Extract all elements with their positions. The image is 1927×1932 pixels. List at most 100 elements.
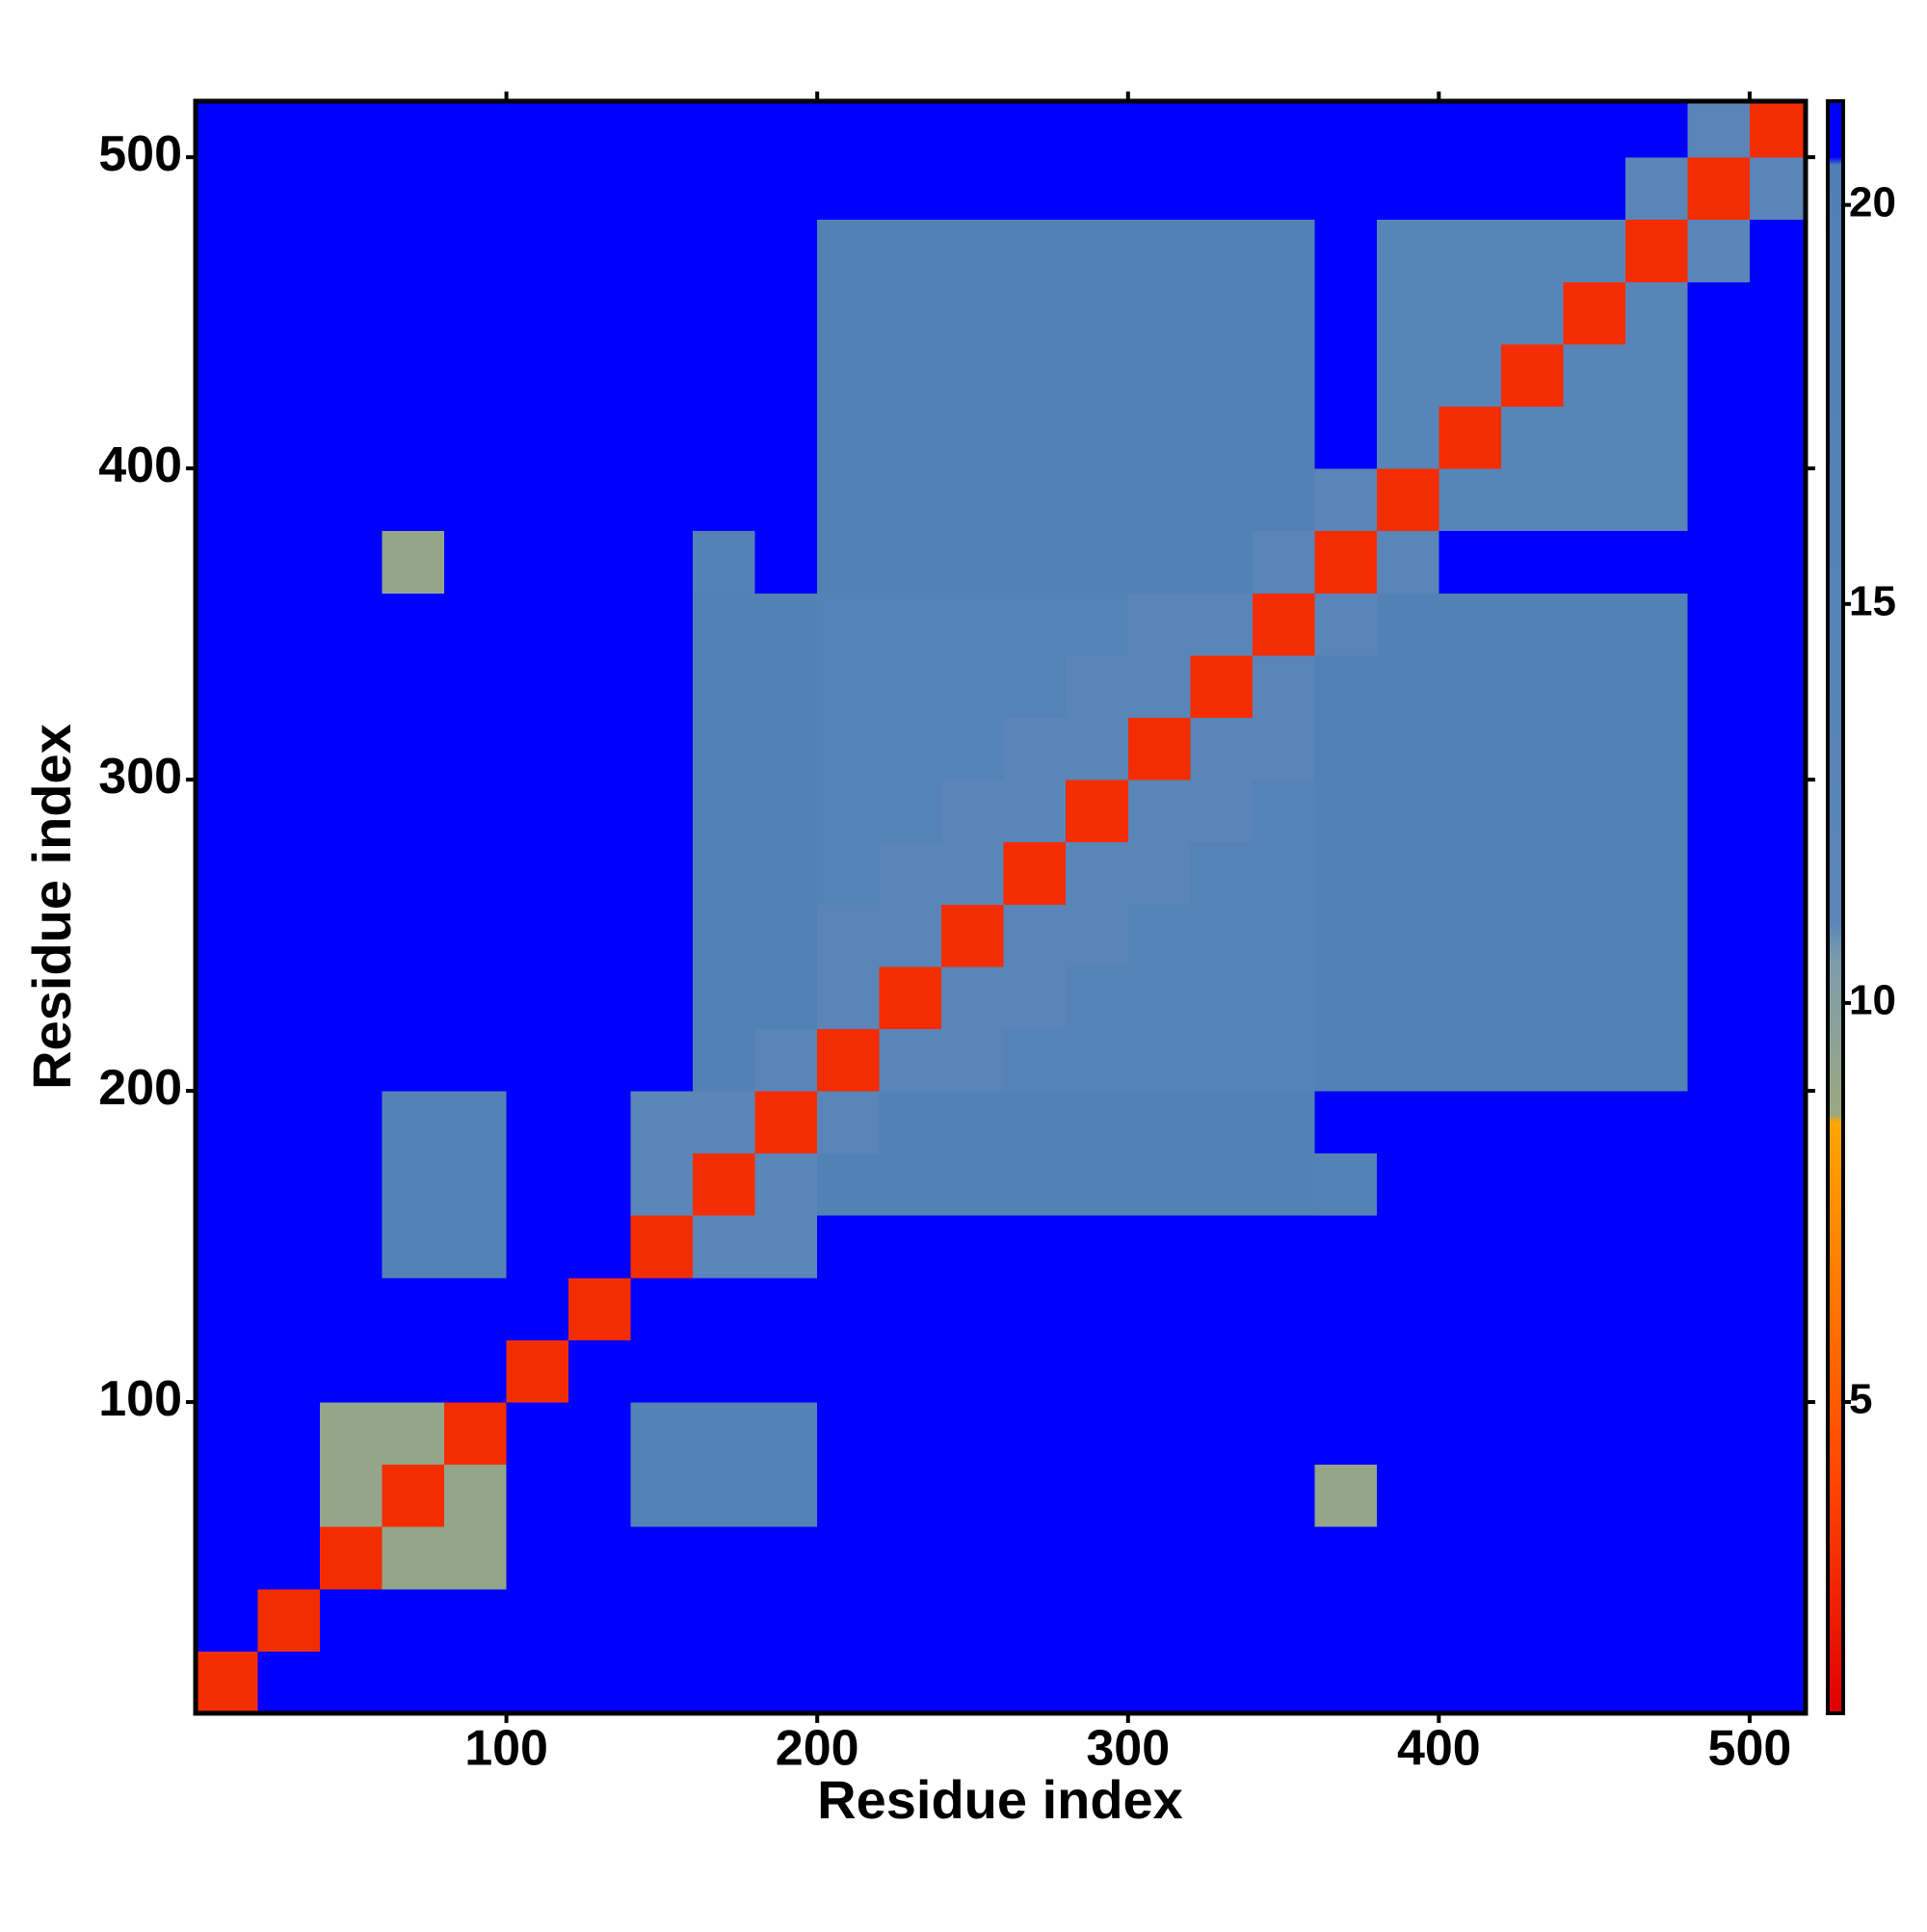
heatmap-cell	[382, 406, 445, 469]
heatmap-cell	[1190, 1402, 1254, 1466]
heatmap-cell	[1687, 343, 1751, 408]
heatmap-cell	[1439, 780, 1502, 843]
heatmap-cell	[1003, 1402, 1067, 1466]
heatmap-cell	[568, 593, 632, 656]
heatmap-cell	[879, 1091, 942, 1154]
heatmap-cell	[817, 904, 881, 967]
heatmap-cell	[1314, 281, 1378, 345]
heatmap-cell	[506, 1152, 569, 1216]
heatmap-cell	[1003, 530, 1067, 594]
heatmap-cell	[1687, 966, 1751, 1029]
heatmap-cell	[1624, 219, 1688, 282]
heatmap-cell	[196, 343, 259, 408]
heatmap-cell	[382, 654, 445, 718]
heatmap-cell	[257, 780, 321, 843]
heatmap-cell	[196, 406, 259, 469]
heatmap-cell	[1066, 1339, 1129, 1403]
heatmap-cell	[1003, 841, 1067, 905]
heatmap-cell	[1190, 1152, 1254, 1216]
heatmap-cell	[320, 593, 383, 656]
heatmap-cell	[693, 1526, 756, 1590]
x-tick-label: 200	[776, 1721, 859, 1777]
heatmap-cell	[1066, 343, 1129, 408]
heatmap-cell	[1127, 654, 1191, 718]
heatmap-cell	[1190, 281, 1254, 345]
heatmap-cell	[879, 717, 942, 781]
heatmap-cell	[1252, 593, 1315, 656]
heatmap-cell	[1624, 406, 1688, 469]
heatmap-cell	[1066, 1277, 1129, 1340]
heatmap-cell	[630, 530, 694, 594]
heatmap-cell	[320, 468, 383, 532]
heatmap-cell	[1687, 157, 1751, 221]
heatmap-cell	[1439, 1464, 1502, 1527]
heatmap-cell	[1127, 1152, 1191, 1216]
heatmap-cell	[941, 1526, 1005, 1590]
heatmap-cell	[320, 780, 383, 843]
heatmap-cell	[1127, 593, 1191, 656]
heatmap-cell	[630, 1464, 694, 1527]
heatmap-cell	[1252, 904, 1315, 967]
heatmap-cell	[941, 841, 1005, 905]
heatmap-cell	[444, 1402, 508, 1466]
heatmap-cell	[1066, 468, 1129, 532]
heatmap-cell	[1749, 281, 1806, 345]
heatmap-cell	[320, 654, 383, 718]
heatmap-cell	[630, 1152, 694, 1216]
heatmap-cell	[693, 1651, 756, 1713]
heatmap-cell	[320, 101, 383, 158]
heatmap-cell	[817, 1152, 881, 1216]
heatmap-cell	[817, 654, 881, 718]
heatmap-cell	[1190, 1277, 1254, 1340]
heatmap-cell	[754, 1277, 818, 1340]
heatmap-cell	[630, 593, 694, 656]
heatmap-cell	[693, 654, 756, 718]
heatmap-cell	[1563, 593, 1626, 656]
heatmap-cell	[1314, 406, 1378, 469]
heatmap-cell	[817, 1091, 881, 1154]
heatmap-cell	[1500, 717, 1564, 781]
heatmap-cell	[817, 406, 881, 469]
heatmap-cell	[693, 157, 756, 221]
heatmap-cell	[1563, 780, 1626, 843]
heatmap-cell	[817, 1588, 881, 1652]
heatmap-cell	[506, 654, 569, 718]
heatmap-cell	[320, 530, 383, 594]
heatmap-cell	[1439, 1402, 1502, 1466]
heatmap-cell	[444, 281, 508, 345]
heatmap-cell	[1749, 1651, 1806, 1713]
heatmap-cell	[1314, 1526, 1378, 1590]
heatmap-cell	[941, 1588, 1005, 1652]
heatmap-cell	[1252, 1152, 1315, 1216]
heatmap-cell	[1314, 343, 1378, 408]
heatmap-cell	[1624, 1152, 1688, 1216]
heatmap-cell	[1500, 1028, 1564, 1092]
heatmap-cell	[1624, 530, 1688, 594]
heatmap-cell	[1252, 468, 1315, 532]
heatmap-cell	[1439, 468, 1502, 532]
heatmap-cell	[941, 593, 1005, 656]
heatmap-cell	[1003, 1464, 1067, 1527]
heatmap-cell	[1003, 1028, 1067, 1092]
heatmap-cell	[444, 1339, 508, 1403]
heatmap-cell	[630, 841, 694, 905]
heatmap-cell	[257, 1402, 321, 1466]
heatmap-cell	[1190, 468, 1254, 532]
heatmap-cell	[1190, 1028, 1254, 1092]
heatmap-cell	[257, 1152, 321, 1216]
heatmap-cell	[320, 1339, 383, 1403]
heatmap-cell	[1314, 780, 1378, 843]
heatmap-cell	[506, 841, 569, 905]
heatmap-cell	[1687, 281, 1751, 345]
heatmap-cell	[1749, 1526, 1806, 1590]
heatmap-cell	[754, 281, 818, 345]
heatmap-cell	[257, 468, 321, 532]
heatmap-cell	[754, 468, 818, 532]
heatmap-cell	[196, 219, 259, 282]
heatmap-cell	[693, 1588, 756, 1652]
heatmap-cell	[1376, 717, 1439, 781]
heatmap-cell	[879, 1588, 942, 1652]
heatmap-cell	[1003, 1215, 1067, 1279]
x-tick-label: 500	[1708, 1721, 1792, 1777]
heatmap-cell	[196, 281, 259, 345]
